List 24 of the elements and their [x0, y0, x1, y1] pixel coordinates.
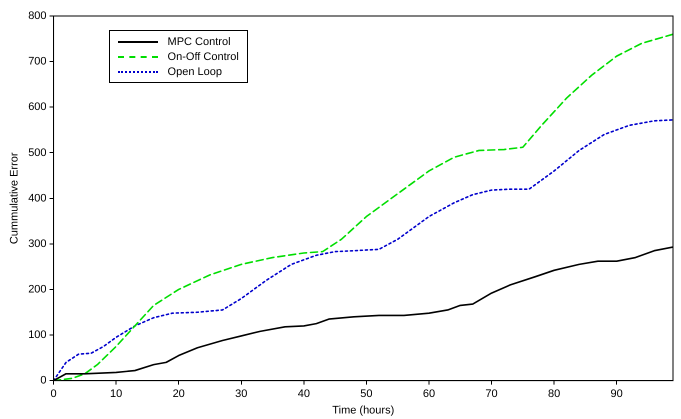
legend-label: On-Off Control: [168, 50, 239, 62]
y-axis-title: Cummulative Error: [8, 152, 21, 244]
x-tick-label: 0: [50, 388, 57, 400]
x-tick-label: 10: [110, 388, 122, 400]
y-tick-label: 0: [40, 374, 47, 387]
y-tick-label: 400: [28, 192, 47, 204]
y-tick-label: 700: [28, 56, 47, 68]
legend-label: Open Loop: [168, 66, 222, 78]
y-tick-label: 600: [28, 101, 47, 114]
x-tick-label: 70: [485, 388, 498, 400]
y-tick-label: 200: [28, 283, 47, 296]
x-tick-label: 30: [235, 388, 248, 400]
y-tick-label: 500: [28, 146, 47, 159]
x-tick-label: 80: [548, 388, 560, 400]
x-tick-label: 60: [422, 388, 436, 400]
x-tick-label: 50: [360, 388, 373, 400]
y-tick-label: 300: [28, 238, 47, 250]
x-tick-label: 20: [172, 388, 185, 400]
x-tick-label: 90: [610, 388, 623, 400]
x-axis-title: Time (hours): [332, 404, 394, 416]
y-tick-label: 100: [28, 329, 47, 342]
legend-label: MPC Control: [168, 36, 231, 48]
x-tick-label: 40: [298, 388, 310, 400]
y-tick-label: 800: [28, 10, 47, 22]
